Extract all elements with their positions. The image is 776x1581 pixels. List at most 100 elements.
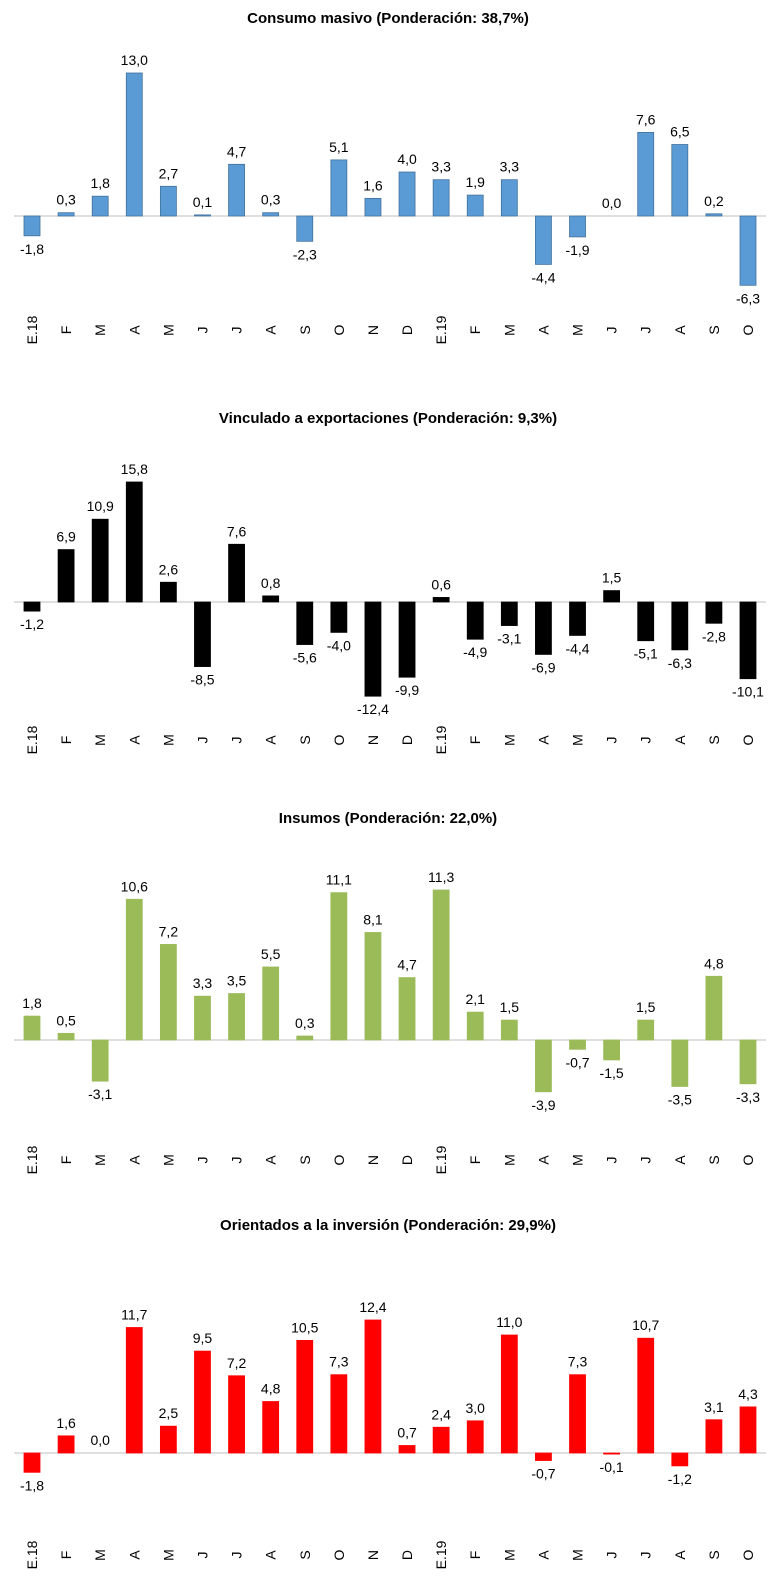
bar bbox=[432, 179, 450, 217]
bar bbox=[91, 1039, 109, 1082]
bar bbox=[535, 601, 552, 655]
x-tick-label: E.18 bbox=[24, 315, 40, 344]
x-tick-label: E.18 bbox=[24, 1145, 40, 1174]
x-tick-label: E.19 bbox=[433, 725, 449, 754]
x-tick-label: M bbox=[501, 1549, 517, 1561]
x-tick-label: M bbox=[570, 324, 586, 336]
bar bbox=[23, 215, 41, 237]
bar bbox=[569, 601, 586, 636]
x-tick-label: A bbox=[126, 735, 142, 745]
bar bbox=[228, 1375, 245, 1454]
x-tick-label: J bbox=[638, 737, 654, 744]
x-tick-label: A bbox=[263, 735, 279, 745]
value-label: -5,1 bbox=[634, 646, 658, 662]
value-label: 1,6 bbox=[363, 177, 383, 193]
x-tick-label: O bbox=[331, 1154, 347, 1165]
value-label: -2,8 bbox=[702, 628, 726, 644]
x-tick-label: S bbox=[297, 1550, 313, 1559]
value-label: 7,6 bbox=[227, 523, 247, 539]
bar bbox=[330, 159, 348, 217]
bar bbox=[466, 1011, 484, 1041]
bar bbox=[705, 213, 723, 217]
x-tick-label: A bbox=[126, 1155, 142, 1165]
bar bbox=[637, 1337, 655, 1454]
value-label: 0,0 bbox=[602, 195, 622, 211]
x-tick-label: O bbox=[331, 324, 347, 335]
value-label: 11,3 bbox=[428, 869, 454, 885]
x-tick-label: M bbox=[570, 734, 586, 746]
bar bbox=[466, 601, 484, 640]
value-label: 3,3 bbox=[500, 159, 520, 175]
value-label: -3,9 bbox=[531, 1097, 555, 1113]
x-tick-label: M bbox=[570, 1154, 586, 1166]
x-tick-label: A bbox=[263, 325, 279, 335]
bar bbox=[23, 1452, 41, 1473]
value-label: 6,9 bbox=[56, 529, 76, 545]
bar bbox=[705, 1419, 723, 1454]
x-tick-label: F bbox=[58, 1551, 74, 1560]
x-tick-label: D bbox=[399, 325, 415, 335]
value-label: 1,8 bbox=[22, 995, 42, 1011]
bar bbox=[739, 1039, 757, 1085]
bar bbox=[535, 1452, 552, 1461]
bar bbox=[603, 1039, 621, 1061]
value-label: 2,5 bbox=[159, 1405, 179, 1421]
value-label: -4,4 bbox=[565, 640, 589, 656]
value-label: 6,5 bbox=[670, 124, 690, 140]
x-tick-label: D bbox=[399, 1155, 415, 1165]
bar bbox=[432, 597, 450, 603]
bar bbox=[398, 171, 416, 217]
value-label: 0,1 bbox=[193, 194, 213, 210]
bar bbox=[125, 1327, 143, 1454]
bar bbox=[228, 163, 245, 217]
value-label: -1,5 bbox=[600, 1065, 624, 1081]
x-tick-label: A bbox=[126, 1550, 142, 1560]
value-label: 5,5 bbox=[261, 946, 281, 962]
value-label: 2,7 bbox=[159, 165, 179, 181]
x-tick-label: A bbox=[263, 1155, 279, 1165]
x-tick-label: A bbox=[672, 325, 688, 335]
bar bbox=[91, 518, 109, 603]
bar bbox=[671, 1039, 689, 1087]
x-tick-label: M bbox=[160, 1549, 176, 1561]
value-label: 1,8 bbox=[90, 175, 110, 191]
value-label: 7,6 bbox=[636, 111, 656, 127]
x-tick-label: S bbox=[706, 325, 722, 334]
bar bbox=[535, 215, 552, 265]
x-tick-label: M bbox=[160, 324, 176, 336]
x-tick-label: F bbox=[58, 736, 74, 745]
x-tick-label: S bbox=[706, 1155, 722, 1164]
value-label: 0,5 bbox=[56, 1012, 76, 1028]
bar bbox=[739, 1406, 757, 1454]
x-tick-label: A bbox=[535, 1155, 551, 1165]
bar bbox=[671, 144, 689, 217]
value-label: 1,5 bbox=[602, 570, 622, 586]
value-label: -6,3 bbox=[668, 655, 692, 671]
value-label: -3,5 bbox=[668, 1091, 692, 1107]
x-tick-label: O bbox=[740, 734, 756, 745]
bar bbox=[159, 944, 177, 1041]
x-tick-label: A bbox=[535, 735, 551, 745]
bar bbox=[296, 215, 314, 242]
x-tick-label: E.19 bbox=[433, 315, 449, 344]
x-tick-label: M bbox=[92, 1549, 108, 1561]
bar bbox=[228, 543, 245, 603]
bar bbox=[262, 966, 280, 1041]
bar bbox=[330, 892, 348, 1041]
x-tick-label: A bbox=[672, 1155, 688, 1165]
bar bbox=[194, 995, 211, 1041]
x-tick-label: N bbox=[365, 325, 381, 335]
bar bbox=[432, 1426, 450, 1454]
x-tick-label: O bbox=[331, 1549, 347, 1560]
x-tick-label: M bbox=[92, 734, 108, 746]
value-label: 11,7 bbox=[121, 1307, 147, 1323]
bar bbox=[603, 590, 621, 603]
x-tick-label: J bbox=[604, 327, 620, 334]
value-label: -2,3 bbox=[293, 246, 317, 262]
bar bbox=[569, 1039, 586, 1050]
value-label: -4,9 bbox=[463, 644, 487, 660]
value-label: 4,0 bbox=[397, 151, 417, 167]
bar bbox=[262, 212, 280, 217]
bar bbox=[194, 1350, 211, 1454]
x-tick-label: E.19 bbox=[433, 1540, 449, 1569]
